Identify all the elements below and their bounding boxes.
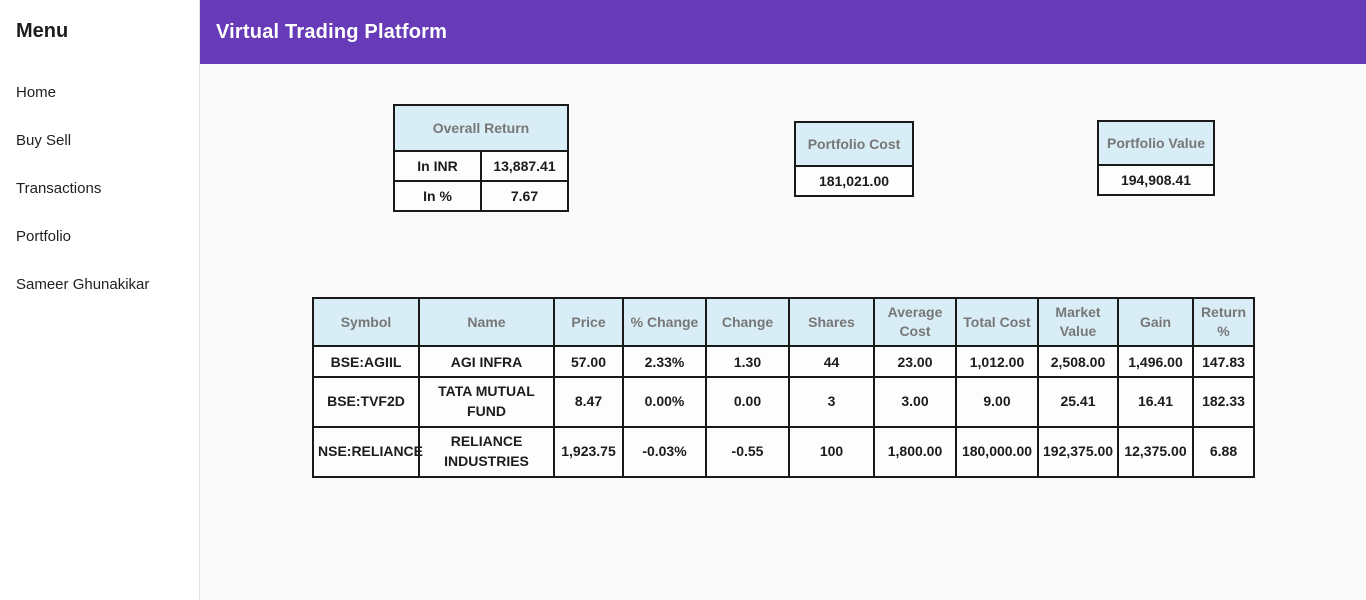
table-row: NSE:RELIANCE RELIANCE INDUSTRIES 1,923.7…: [312, 426, 1255, 478]
cell-shares: 44: [788, 345, 875, 378]
cell-market-value: 25.41: [1037, 376, 1119, 428]
column-header-market-value: Market Value: [1037, 297, 1119, 347]
cell-name: AGI INFRA: [418, 345, 555, 378]
portfolio-cost-title: Portfolio Cost: [794, 121, 914, 167]
cell-average-cost: 23.00: [873, 345, 957, 378]
cell-market-value: 2,508.00: [1037, 345, 1119, 378]
main-content: Overall Return In INR 13,887.41 In % 7.6…: [200, 64, 1366, 600]
cell-change: -0.55: [705, 426, 790, 478]
topbar: Virtual Trading Platform: [200, 0, 1366, 64]
sidebar-nav: Home Buy Sell Transactions Portfolio Sam…: [0, 69, 199, 309]
cell-return-pct: 147.83: [1192, 345, 1255, 378]
overall-return-inr-label: In INR: [393, 150, 482, 182]
holdings-header-row: Symbol Name Price % Change Change Shares…: [312, 297, 1255, 347]
sidebar-title: Menu: [16, 20, 69, 42]
holdings-table: Symbol Name Price % Change Change Shares…: [312, 297, 1255, 478]
cell-total-cost: 1,012.00: [955, 345, 1039, 378]
cell-total-cost: 180,000.00: [955, 426, 1039, 478]
cell-average-cost: 1,800.00: [873, 426, 957, 478]
cell-symbol: BSE:AGIIL: [312, 345, 420, 378]
sidebar-item-portfolio[interactable]: Portfolio: [16, 228, 72, 245]
portfolio-value-title: Portfolio Value: [1097, 120, 1215, 166]
cell-market-value: 192,375.00: [1037, 426, 1119, 478]
column-header-price: Price: [553, 297, 624, 347]
cell-gain: 16.41: [1117, 376, 1194, 428]
column-header-return-pct: Return %: [1192, 297, 1255, 347]
cell-symbol: NSE:RELIANCE: [312, 426, 423, 478]
column-header-average-cost: Average Cost: [873, 297, 957, 347]
cell-shares: 100: [788, 426, 875, 478]
cell-price: 8.47: [553, 376, 624, 428]
cell-price: 1,923.75: [553, 426, 624, 478]
table-row: BSE:AGIIL AGI INFRA 57.00 2.33% 1.30 44 …: [312, 345, 1255, 378]
overall-return-inr-value: 13,887.41: [480, 150, 569, 182]
cell-total-cost: 9.00: [955, 376, 1039, 428]
cell-pct-change: 0.00%: [622, 376, 707, 428]
cell-gain: 12,375.00: [1117, 426, 1194, 478]
cell-return-pct: 6.88: [1192, 426, 1255, 478]
column-header-shares: Shares: [788, 297, 875, 347]
app-title: Virtual Trading Platform: [216, 20, 448, 43]
portfolio-cost-value: 181,021.00: [794, 165, 914, 197]
overall-return-pct-label: In %: [393, 180, 482, 212]
cell-name: TATA MUTUAL FUND: [418, 376, 555, 428]
cell-change: 1.30: [705, 345, 790, 378]
sidebar: Menu Home Buy Sell Transactions Portfoli…: [0, 0, 200, 600]
cell-shares: 3: [788, 376, 875, 428]
column-header-total-cost: Total Cost: [955, 297, 1039, 347]
portfolio-value-box: Portfolio Value 194,908.41: [1097, 120, 1215, 196]
cell-pct-change: 2.33%: [622, 345, 707, 378]
cell-return-pct: 182.33: [1192, 376, 1255, 428]
column-header-change: Change: [705, 297, 790, 347]
sidebar-item-home[interactable]: Home: [16, 84, 57, 101]
cell-symbol: BSE:TVF2D: [312, 376, 420, 428]
overall-return-pct-value: 7.67: [480, 180, 569, 212]
table-row: BSE:TVF2D TATA MUTUAL FUND 8.47 0.00% 0.…: [312, 376, 1255, 428]
cell-change: 0.00: [705, 376, 790, 428]
sidebar-item-buy-sell[interactable]: Buy Sell: [16, 132, 72, 149]
column-header-symbol: Symbol: [312, 297, 420, 347]
column-header-name: Name: [418, 297, 555, 347]
sidebar-item-transactions[interactable]: Transactions: [16, 180, 102, 197]
overall-return-box: Overall Return In INR 13,887.41 In % 7.6…: [393, 104, 569, 212]
overall-return-title: Overall Return: [393, 104, 569, 152]
cell-price: 57.00: [553, 345, 624, 378]
cell-pct-change: -0.03%: [622, 426, 707, 478]
cell-name: RELIANCE INDUSTRIES: [418, 426, 555, 478]
column-header-pct-change: % Change: [622, 297, 707, 347]
portfolio-cost-box: Portfolio Cost 181,021.00: [794, 121, 914, 197]
portfolio-value-value: 194,908.41: [1097, 164, 1215, 196]
cell-average-cost: 3.00: [873, 376, 957, 428]
column-header-gain: Gain: [1117, 297, 1194, 347]
sidebar-item-user[interactable]: Sameer Ghunakikar: [16, 276, 150, 293]
cell-gain: 1,496.00: [1117, 345, 1194, 378]
